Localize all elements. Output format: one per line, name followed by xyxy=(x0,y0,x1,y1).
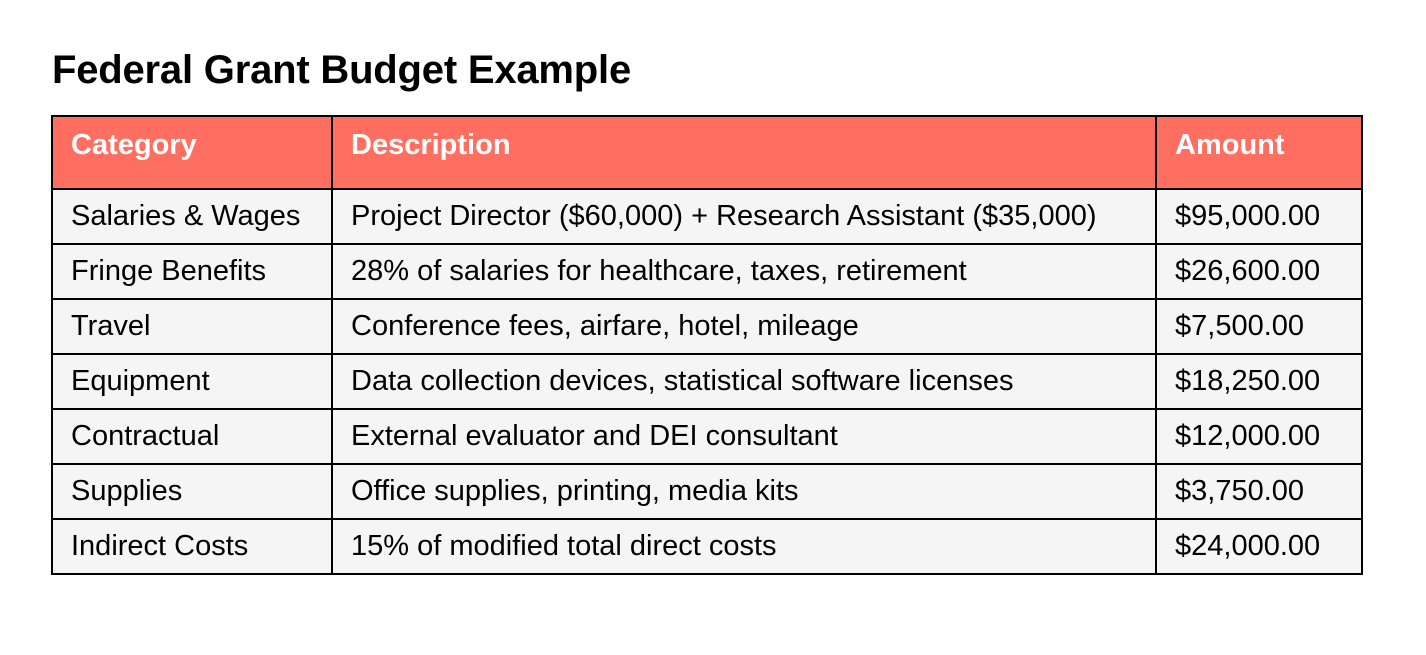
cell-category: Fringe Benefits xyxy=(51,243,333,300)
cell-amount: $95,000.00 xyxy=(1155,188,1363,245)
budget-table: Category Description Amount Salaries & W… xyxy=(51,115,1363,575)
cell-category: Indirect Costs xyxy=(51,518,333,575)
cell-amount: $24,000.00 xyxy=(1155,518,1363,575)
page-title: Federal Grant Budget Example xyxy=(52,48,631,92)
table-row: Salaries & Wages Project Director ($60,0… xyxy=(51,188,1363,245)
cell-amount: $18,250.00 xyxy=(1155,353,1363,410)
cell-description: 15% of modified total direct costs xyxy=(331,518,1157,575)
cell-amount: $3,750.00 xyxy=(1155,463,1363,520)
column-header-amount: Amount xyxy=(1155,115,1363,190)
column-header-description: Description xyxy=(331,115,1157,190)
table-header-row: Category Description Amount xyxy=(51,115,1363,190)
cell-description: Conference fees, airfare, hotel, mileage xyxy=(331,298,1157,355)
cell-amount: $26,600.00 xyxy=(1155,243,1363,300)
cell-category: Supplies xyxy=(51,463,333,520)
table-row: Indirect Costs 15% of modified total dir… xyxy=(51,518,1363,575)
cell-category: Travel xyxy=(51,298,333,355)
table-row: Travel Conference fees, airfare, hotel, … xyxy=(51,298,1363,355)
table-row: Contractual External evaluator and DEI c… xyxy=(51,408,1363,465)
cell-description: Data collection devices, statistical sof… xyxy=(331,353,1157,410)
column-header-category: Category xyxy=(51,115,333,190)
cell-description: 28% of salaries for healthcare, taxes, r… xyxy=(331,243,1157,300)
cell-category: Salaries & Wages xyxy=(51,188,333,245)
cell-description: External evaluator and DEI consultant xyxy=(331,408,1157,465)
cell-amount: $7,500.00 xyxy=(1155,298,1363,355)
cell-description: Office supplies, printing, media kits xyxy=(331,463,1157,520)
table-row: Equipment Data collection devices, stati… xyxy=(51,353,1363,410)
cell-category: Equipment xyxy=(51,353,333,410)
table-row: Fringe Benefits 28% of salaries for heal… xyxy=(51,243,1363,300)
cell-category: Contractual xyxy=(51,408,333,465)
cell-description: Project Director ($60,000) + Research As… xyxy=(331,188,1157,245)
cell-amount: $12,000.00 xyxy=(1155,408,1363,465)
table-row: Supplies Office supplies, printing, medi… xyxy=(51,463,1363,520)
